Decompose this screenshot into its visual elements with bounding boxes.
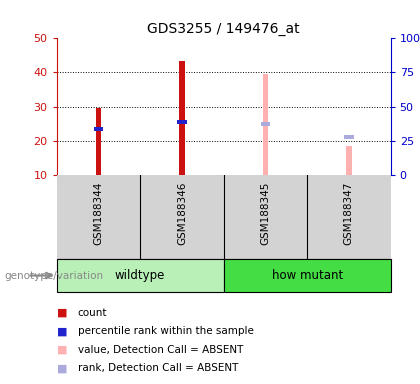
Bar — [177, 120, 187, 124]
Bar — [260, 122, 270, 126]
Text: GSM188347: GSM188347 — [344, 182, 354, 245]
Bar — [94, 127, 103, 131]
Text: genotype/variation: genotype/variation — [4, 270, 103, 281]
Text: percentile rank within the sample: percentile rank within the sample — [78, 326, 254, 336]
Title: GDS3255 / 149476_at: GDS3255 / 149476_at — [147, 22, 300, 36]
Text: ■: ■ — [57, 308, 67, 318]
Text: ■: ■ — [57, 326, 67, 336]
Text: ■: ■ — [57, 345, 67, 355]
Text: ■: ■ — [57, 363, 67, 373]
Bar — [262, 74, 268, 175]
Text: wildtype: wildtype — [115, 269, 165, 282]
Text: rank, Detection Call = ABSENT: rank, Detection Call = ABSENT — [78, 363, 238, 373]
Text: GSM188346: GSM188346 — [177, 182, 187, 245]
Text: value, Detection Call = ABSENT: value, Detection Call = ABSENT — [78, 345, 243, 355]
Bar — [224, 259, 391, 292]
Bar — [57, 259, 224, 292]
Bar — [179, 61, 185, 175]
Text: count: count — [78, 308, 107, 318]
Text: how mutant: how mutant — [271, 269, 343, 282]
Text: GSM188344: GSM188344 — [93, 182, 103, 245]
Text: GSM188345: GSM188345 — [260, 182, 270, 245]
Bar — [346, 146, 352, 175]
Bar — [344, 135, 354, 139]
Bar — [96, 108, 101, 175]
